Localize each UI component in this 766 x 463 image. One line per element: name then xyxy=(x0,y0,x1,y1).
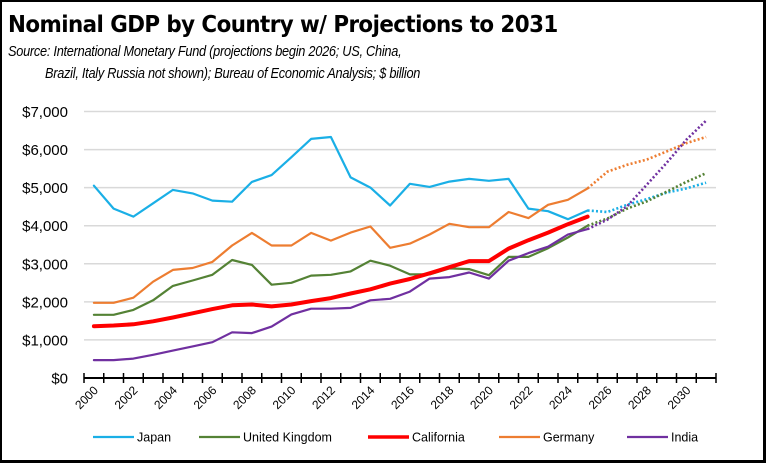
legend-label: Germany xyxy=(543,431,595,445)
x-tick-label: 2020 xyxy=(467,383,496,412)
series-lines xyxy=(91,119,708,362)
x-tick-label: 2014 xyxy=(349,383,378,412)
legend-label: Japan xyxy=(137,431,171,445)
y-axis-labels: $0 $1,000 $2,000 $3,000 $4,000 $5,000 $6,000 $7… xyxy=(22,104,68,388)
legend: Japan United Kingdom California Germany Indi… xyxy=(93,431,698,445)
x-tick-label: 2030 xyxy=(665,383,694,412)
series-line-india xyxy=(92,228,589,362)
legend-item-united-kingdom: United Kingdom xyxy=(199,431,332,445)
x-tick-label: 2018 xyxy=(428,383,457,412)
gridlines xyxy=(84,110,716,341)
y-tick-label: $0 xyxy=(51,371,68,388)
legend-label: India xyxy=(671,431,698,445)
projection-line-united-kingdom xyxy=(587,172,707,227)
y-tick-label: $4,000 xyxy=(22,218,68,235)
x-tick-label: 2002 xyxy=(112,383,141,412)
series-line-california xyxy=(91,214,590,329)
x-tick-label: 2000 xyxy=(72,383,101,412)
x-tick-label: 2022 xyxy=(507,383,536,412)
x-tick-label: 2026 xyxy=(586,383,615,412)
y-tick-label: $5,000 xyxy=(22,180,68,197)
chart-source-line-2: Brazil, Italy Russia not shown); Bureau … xyxy=(45,66,421,82)
x-tick-label: 2024 xyxy=(546,383,575,412)
x-tick-label: 2012 xyxy=(309,383,338,412)
chart-title: Nominal GDP by Country w/ Projections to… xyxy=(8,12,558,38)
projection-line-japan xyxy=(587,181,707,214)
projection-line-india xyxy=(587,119,708,231)
legend-item-india: India xyxy=(627,431,698,445)
series-line-germany xyxy=(92,187,589,304)
x-tick-label: 2008 xyxy=(230,383,259,412)
chart-source-line-1: Source: International Monetary Fund (pro… xyxy=(8,44,402,60)
x-tick-label: 2006 xyxy=(191,383,220,412)
legend-item-california: California xyxy=(368,431,465,445)
legend-item-germany: Germany xyxy=(499,431,595,445)
y-tick-label: $2,000 xyxy=(22,294,68,311)
series-line-japan xyxy=(92,135,589,221)
series-line-united-kingdom xyxy=(92,224,589,316)
x-tick-label: 2016 xyxy=(388,383,417,412)
legend-item-japan: Japan xyxy=(93,431,171,445)
y-tick-label: $6,000 xyxy=(22,142,68,159)
y-tick-label: $3,000 xyxy=(22,256,68,273)
x-tick-label: 2010 xyxy=(270,383,299,412)
y-tick-label: $1,000 xyxy=(22,332,68,349)
x-tick-label: 2028 xyxy=(625,383,654,412)
legend-label: California xyxy=(412,431,465,445)
legend-label: United Kingdom xyxy=(243,431,332,445)
x-tick-label: 2004 xyxy=(151,383,180,412)
x-axis xyxy=(83,373,717,383)
y-tick-label: $7,000 xyxy=(22,104,68,121)
x-axis-labels: 2000 2002 2004 2006 2008 2010 2012 2014 2016 2018… xyxy=(72,383,694,412)
projection-line-germany xyxy=(586,135,707,190)
